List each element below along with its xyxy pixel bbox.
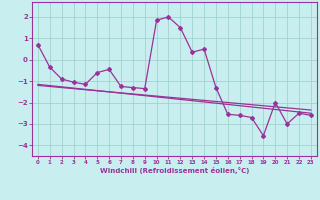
- X-axis label: Windchill (Refroidissement éolien,°C): Windchill (Refroidissement éolien,°C): [100, 167, 249, 174]
